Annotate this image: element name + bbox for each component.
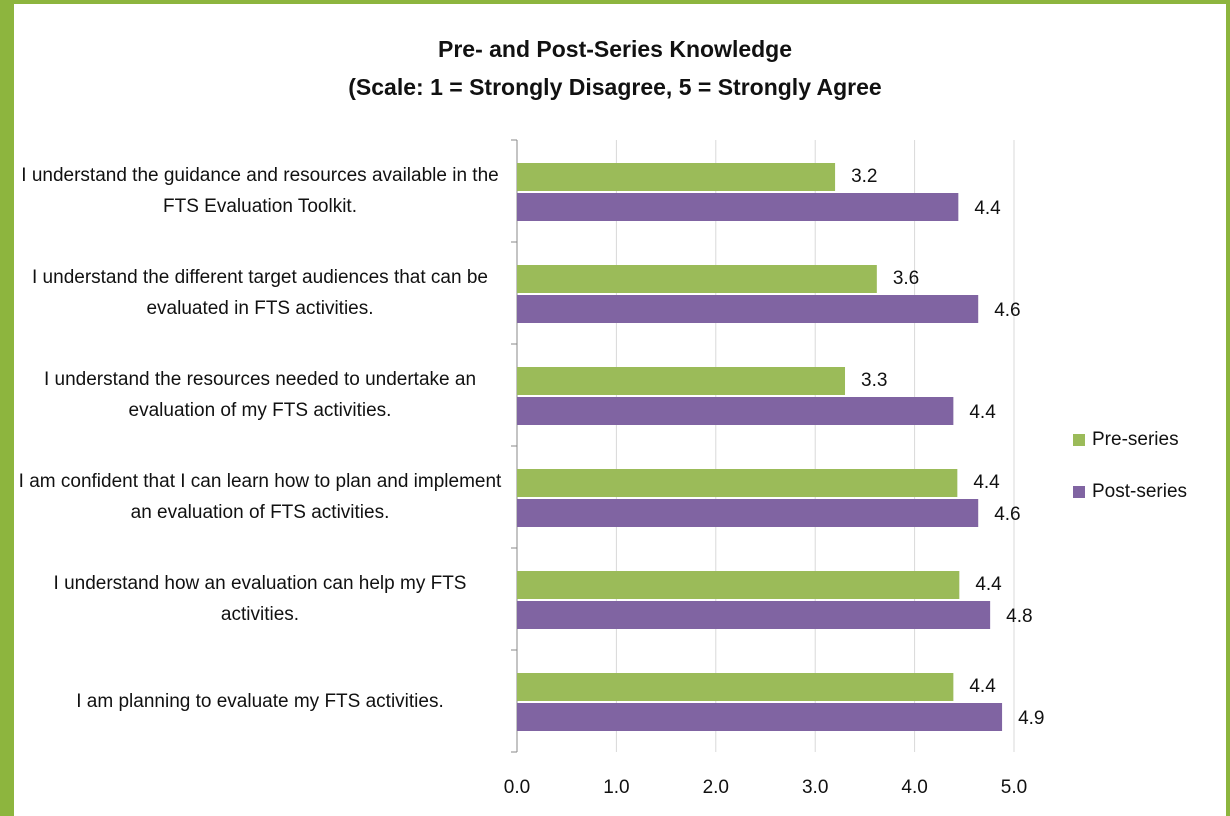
data-label: 4.6 bbox=[994, 504, 1020, 525]
legend-label: Pre-series bbox=[1092, 429, 1179, 450]
bar bbox=[517, 193, 959, 221]
data-label: 4.8 bbox=[1006, 606, 1032, 627]
bar bbox=[517, 469, 958, 497]
bar bbox=[517, 367, 846, 395]
data-label: 4.4 bbox=[969, 676, 996, 697]
data-label: 4.9 bbox=[1018, 708, 1044, 729]
chart-subtitle: (Scale: 1 = Strongly Disagree, 5 = Stron… bbox=[348, 74, 882, 100]
data-label: 4.4 bbox=[973, 472, 1000, 493]
data-label: 4.6 bbox=[994, 300, 1020, 321]
category-label: I am confident that I can learn how to p… bbox=[18, 471, 502, 523]
data-label: 4.4 bbox=[975, 574, 1002, 595]
bar bbox=[517, 673, 954, 701]
data-label: 3.2 bbox=[851, 166, 877, 187]
data-label: 4.4 bbox=[969, 402, 996, 423]
bar bbox=[517, 163, 836, 191]
category-label: I understand the guidance and resources … bbox=[21, 165, 499, 217]
data-label: 3.3 bbox=[861, 370, 887, 391]
bar bbox=[517, 703, 1003, 731]
legend-swatch bbox=[1073, 486, 1085, 498]
bar bbox=[517, 571, 960, 599]
x-tick-label: 5.0 bbox=[1001, 777, 1027, 798]
legend-label: Post-series bbox=[1092, 481, 1187, 502]
bar bbox=[517, 397, 954, 425]
category-label: I am planning to evaluate my FTS activit… bbox=[76, 690, 444, 712]
bar bbox=[517, 499, 979, 527]
category-label: I understand how an evaluation can help … bbox=[53, 573, 467, 625]
chart-title: Pre- and Post-Series Knowledge bbox=[437, 36, 793, 62]
category-label: I understand the different target audien… bbox=[32, 267, 488, 319]
x-tick-label: 2.0 bbox=[703, 777, 729, 798]
legend-swatch bbox=[1073, 434, 1085, 446]
x-tick-label: 1.0 bbox=[603, 777, 629, 798]
data-label: 3.6 bbox=[893, 268, 919, 289]
x-tick-label: 4.0 bbox=[901, 777, 927, 798]
bar bbox=[517, 601, 991, 629]
x-tick-label: 0.0 bbox=[504, 777, 530, 798]
x-tick-label: 3.0 bbox=[802, 777, 828, 798]
bar bbox=[517, 295, 979, 323]
category-label: I understand the resources needed to und… bbox=[43, 369, 477, 421]
bar bbox=[517, 265, 877, 293]
data-label: 4.4 bbox=[974, 198, 1001, 219]
